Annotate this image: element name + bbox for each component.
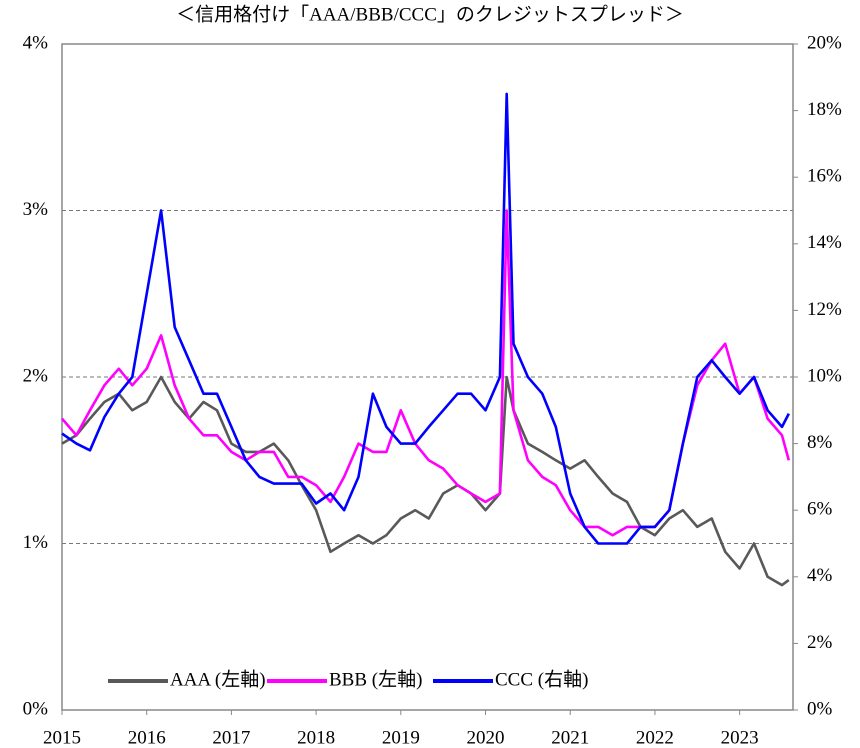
y2-tick-label: 0%: [807, 698, 833, 719]
series-line: [61, 375, 790, 587]
y2-tick-label: 14%: [807, 232, 842, 253]
x-tick-label: 2021: [551, 727, 589, 748]
chart-title: ＜信用格付け「AAA/BBB/CCC」のクレジットスプレッド＞: [176, 3, 684, 25]
y-tick-label: 3%: [23, 199, 49, 220]
y-tick-label: 1%: [23, 532, 49, 553]
y2-tick-label: 4%: [807, 565, 833, 586]
y2-tick-label: 8%: [807, 432, 833, 453]
series-line: [61, 209, 791, 537]
legend-label: AAA (左軸): [170, 668, 266, 690]
y2-tick-label: 6%: [807, 499, 833, 520]
y2-tick-label: 18%: [807, 99, 842, 120]
y-tick-label: 4%: [23, 32, 49, 53]
y-tick-label: 2%: [23, 365, 49, 386]
x-tick-label: 2022: [636, 727, 674, 748]
y2-tick-label: 20%: [807, 32, 842, 53]
legend-label: BBB (左軸): [329, 668, 422, 690]
x-tick-label: 2017: [212, 727, 250, 748]
x-tick-label: 2019: [382, 727, 420, 748]
y2-tick-label: 16%: [807, 166, 842, 187]
x-tick-label: 2016: [128, 727, 166, 748]
y2-tick-label: 12%: [807, 299, 842, 320]
x-tick-label: 2018: [297, 727, 335, 748]
x-tick-label: 2015: [43, 727, 81, 748]
y-tick-label: 0%: [23, 698, 49, 719]
series-line: [61, 92, 790, 545]
x-tick-label: 2020: [467, 727, 505, 748]
x-tick-label: 2023: [721, 727, 759, 748]
y2-tick-label: 10%: [807, 365, 842, 386]
plot-frame: [61, 43, 794, 711]
legend-label: CCC (右軸): [495, 668, 588, 690]
y2-tick-label: 2%: [807, 632, 833, 653]
